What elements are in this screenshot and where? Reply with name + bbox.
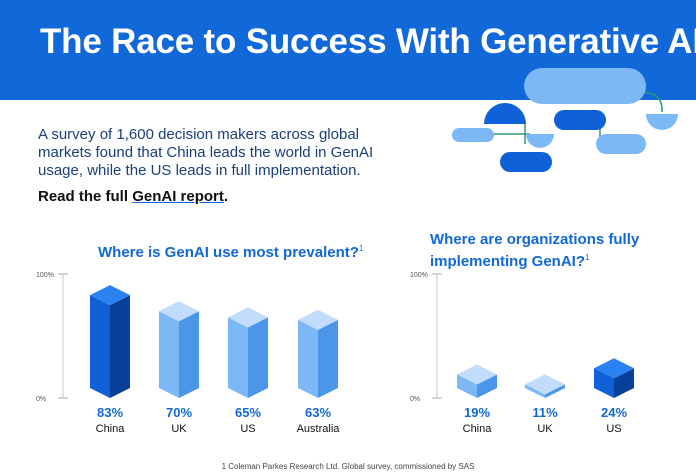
chart2-ytick-label: 0% <box>410 396 420 403</box>
chart2-category-label: US <box>606 423 621 435</box>
chart2-category-label: China <box>463 423 493 435</box>
chart2-title: Where are organizations fully implementi… <box>430 231 640 271</box>
chart1-ytick-label: 100% <box>36 272 54 279</box>
chart2-value-label: 19% <box>464 405 490 420</box>
chart1-value-label: 70% <box>166 405 192 420</box>
genai-report-link[interactable]: GenAI report <box>132 188 224 205</box>
chart1-value-label: 65% <box>235 405 261 420</box>
chart1-ytick-label: 0% <box>36 396 46 403</box>
intro-paragraph: A survey of 1,600 decision makers across… <box>38 126 374 179</box>
chart2-value-label: 24% <box>601 405 627 420</box>
chart1-category-label: Australia <box>297 423 341 435</box>
chart1-bar-australia <box>298 309 338 398</box>
chart2-bar-uk <box>525 374 565 398</box>
read-prefix: Read the full <box>38 188 133 205</box>
header-banner: The Race to Success With Generative AI <box>0 0 696 100</box>
chart1-value-label: 83% <box>97 405 123 420</box>
chart1-category-label: US <box>240 423 255 435</box>
chart2-ytick-label: 100% <box>410 272 428 279</box>
chart1-title-text: Where is GenAI use most prevalent? <box>98 244 359 261</box>
read-suffix: . <box>223 188 229 205</box>
chart1-category-label: China <box>96 423 126 435</box>
chart1-title-footnote: 1 <box>358 244 364 253</box>
chart2-title-footnote: 1 <box>585 253 590 262</box>
read-report-line: Read the full GenAI report. <box>38 188 228 205</box>
footnote: 1 Coleman Parkes Research Ltd. Global su… <box>221 462 475 471</box>
chart1-title: Where is GenAI use most prevalent?1 <box>98 240 363 262</box>
chart2-bar-us <box>594 358 634 398</box>
chart1-bar-us <box>228 307 268 398</box>
chart2-value-label: 11% <box>532 405 558 420</box>
chart2-bar-china <box>457 364 497 398</box>
chart1-bar-uk <box>159 301 199 398</box>
chart2-category-label: UK <box>537 423 553 435</box>
page-title: The Race to Success With Generative AI <box>40 22 696 61</box>
decorative-shapes <box>452 68 678 172</box>
chart2-title-text: Where are organizations fully implementi… <box>430 231 640 270</box>
chart1-value-label: 63% <box>305 405 331 420</box>
chart1-category-label: UK <box>171 423 187 435</box>
chart1-bar-china <box>90 285 130 398</box>
